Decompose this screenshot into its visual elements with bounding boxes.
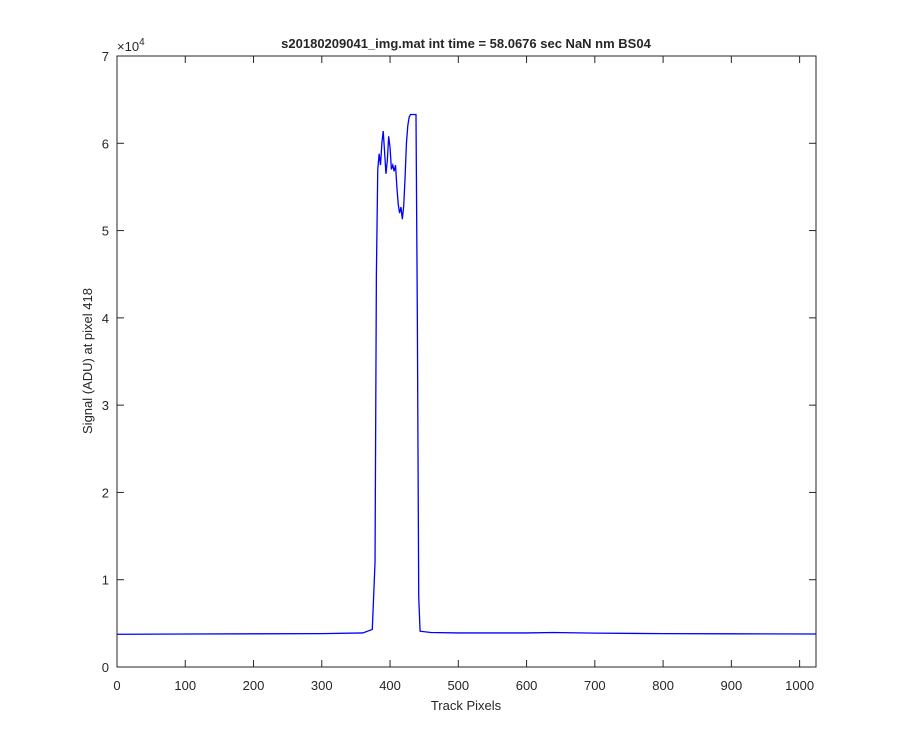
x-tick-label: 800 [652, 678, 674, 693]
x-tick-label: 0 [113, 678, 120, 693]
x-axis-label: Track Pixels [431, 698, 502, 713]
x-tick-label: 300 [311, 678, 333, 693]
y-tick-label: 4 [102, 311, 109, 326]
y-tick-label: 2 [102, 485, 109, 500]
y-exponent: ×104 [117, 37, 145, 54]
y-tick-label: 0 [102, 660, 109, 675]
y-exponent-base: ×10 [117, 39, 139, 54]
y-tick-label: 5 [102, 224, 109, 239]
x-tick-label: 500 [447, 678, 469, 693]
chart-title: s20180209041_img.mat int time = 58.0676 … [281, 36, 651, 51]
x-tick-label: 400 [379, 678, 401, 693]
data-line [116, 113, 817, 635]
x-tick-label: 900 [721, 678, 743, 693]
y-exponent-power: 4 [139, 37, 145, 48]
x-tick-label: 600 [516, 678, 538, 693]
y-tick-label: 6 [102, 136, 109, 151]
y-tick-label: 3 [102, 398, 109, 413]
x-tick-label: 700 [584, 678, 606, 693]
x-tick-label: 200 [243, 678, 265, 693]
y-axis-label: Signal (ADU) at pixel 418 [80, 288, 95, 434]
y-tick-label: 1 [102, 573, 109, 588]
x-tick-label: 1000 [785, 678, 814, 693]
x-tick-label: 100 [174, 678, 196, 693]
plot-area [116, 55, 817, 668]
y-tick-label: 7 [102, 49, 109, 64]
